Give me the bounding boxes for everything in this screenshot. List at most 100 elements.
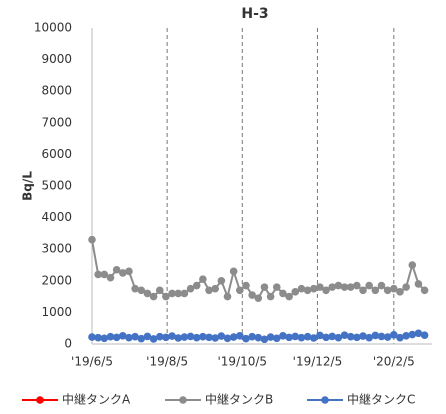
y-tick-label: 10000 bbox=[34, 21, 72, 35]
point bbox=[260, 283, 269, 291]
point bbox=[279, 289, 287, 298]
point bbox=[143, 332, 152, 341]
x-tick-label: '19/10/5 bbox=[218, 355, 268, 369]
point bbox=[174, 334, 183, 342]
point bbox=[340, 283, 349, 291]
point bbox=[186, 284, 195, 293]
point bbox=[211, 334, 219, 342]
point bbox=[340, 331, 349, 339]
point bbox=[390, 331, 398, 339]
point bbox=[242, 281, 250, 290]
point bbox=[420, 331, 429, 339]
point bbox=[279, 331, 287, 340]
point bbox=[291, 288, 300, 296]
y-tick-label: 5000 bbox=[41, 179, 72, 193]
y-tick-label: 2000 bbox=[41, 273, 72, 287]
legend-label: 中継タンクB bbox=[205, 392, 273, 407]
point bbox=[408, 261, 417, 269]
point bbox=[192, 333, 201, 342]
point bbox=[334, 281, 343, 290]
point bbox=[149, 292, 158, 301]
y-tick-label: 0 bbox=[64, 337, 72, 351]
legend-label: 中継タンクC bbox=[347, 392, 415, 407]
point bbox=[285, 333, 293, 342]
point bbox=[402, 331, 410, 340]
point bbox=[285, 292, 293, 301]
point bbox=[383, 333, 392, 341]
point bbox=[396, 288, 404, 296]
point bbox=[365, 333, 373, 342]
point bbox=[168, 332, 176, 340]
x-tick-label: '19/12/5 bbox=[293, 355, 343, 369]
point bbox=[236, 331, 244, 340]
y-tick-label: 4000 bbox=[41, 210, 72, 224]
point bbox=[106, 332, 115, 341]
point bbox=[229, 333, 238, 341]
point bbox=[180, 289, 189, 298]
chart-title: H-3 bbox=[241, 6, 268, 22]
point bbox=[248, 291, 256, 299]
point bbox=[125, 333, 133, 342]
point bbox=[186, 332, 195, 341]
point bbox=[131, 284, 139, 293]
point bbox=[272, 334, 281, 343]
y-tick-label: 7000 bbox=[41, 115, 72, 129]
y-tick-label: 9000 bbox=[41, 52, 72, 66]
point bbox=[94, 333, 102, 342]
point bbox=[254, 294, 263, 302]
point bbox=[297, 333, 306, 342]
y-axis-label: Bq/L bbox=[21, 171, 35, 201]
point bbox=[242, 334, 250, 343]
point bbox=[383, 286, 392, 295]
point bbox=[402, 283, 410, 291]
point bbox=[211, 284, 219, 293]
point bbox=[377, 281, 386, 290]
x-tick-label: '19/6/5 bbox=[71, 355, 113, 369]
point bbox=[112, 265, 121, 274]
legend-marker bbox=[321, 396, 329, 404]
point bbox=[390, 284, 398, 293]
point bbox=[365, 281, 373, 290]
point bbox=[236, 286, 244, 295]
point bbox=[272, 283, 281, 291]
point bbox=[377, 332, 386, 341]
y-tick-label: 3000 bbox=[41, 242, 72, 256]
point bbox=[223, 292, 232, 301]
point bbox=[248, 332, 256, 341]
point bbox=[254, 333, 263, 342]
point bbox=[199, 332, 207, 341]
point bbox=[180, 333, 189, 341]
point bbox=[353, 333, 361, 342]
point bbox=[316, 331, 324, 340]
point bbox=[408, 330, 417, 339]
legend-marker bbox=[36, 396, 44, 404]
point bbox=[118, 331, 127, 340]
y-tick-label: 1000 bbox=[41, 305, 72, 319]
point bbox=[420, 286, 429, 295]
legend-label: 中継タンクA bbox=[62, 392, 131, 407]
point bbox=[137, 334, 146, 343]
point bbox=[309, 284, 318, 293]
point bbox=[414, 280, 423, 288]
point bbox=[131, 332, 139, 341]
point bbox=[328, 283, 337, 291]
point bbox=[205, 286, 213, 295]
point bbox=[162, 292, 170, 301]
point bbox=[303, 332, 312, 341]
point bbox=[149, 335, 158, 343]
point bbox=[297, 284, 306, 293]
point bbox=[223, 334, 232, 343]
point bbox=[88, 235, 96, 244]
x-tick-label: '19/8/5 bbox=[146, 355, 188, 369]
point bbox=[266, 333, 275, 341]
point bbox=[266, 292, 275, 301]
legend-marker bbox=[179, 396, 187, 404]
point bbox=[260, 335, 269, 344]
x-tick-label: '20/2/5 bbox=[373, 355, 415, 369]
point bbox=[143, 289, 152, 298]
point bbox=[303, 286, 312, 295]
point bbox=[371, 286, 380, 295]
point bbox=[162, 333, 170, 342]
y-tick-label: 8000 bbox=[41, 84, 72, 98]
point bbox=[346, 283, 355, 291]
